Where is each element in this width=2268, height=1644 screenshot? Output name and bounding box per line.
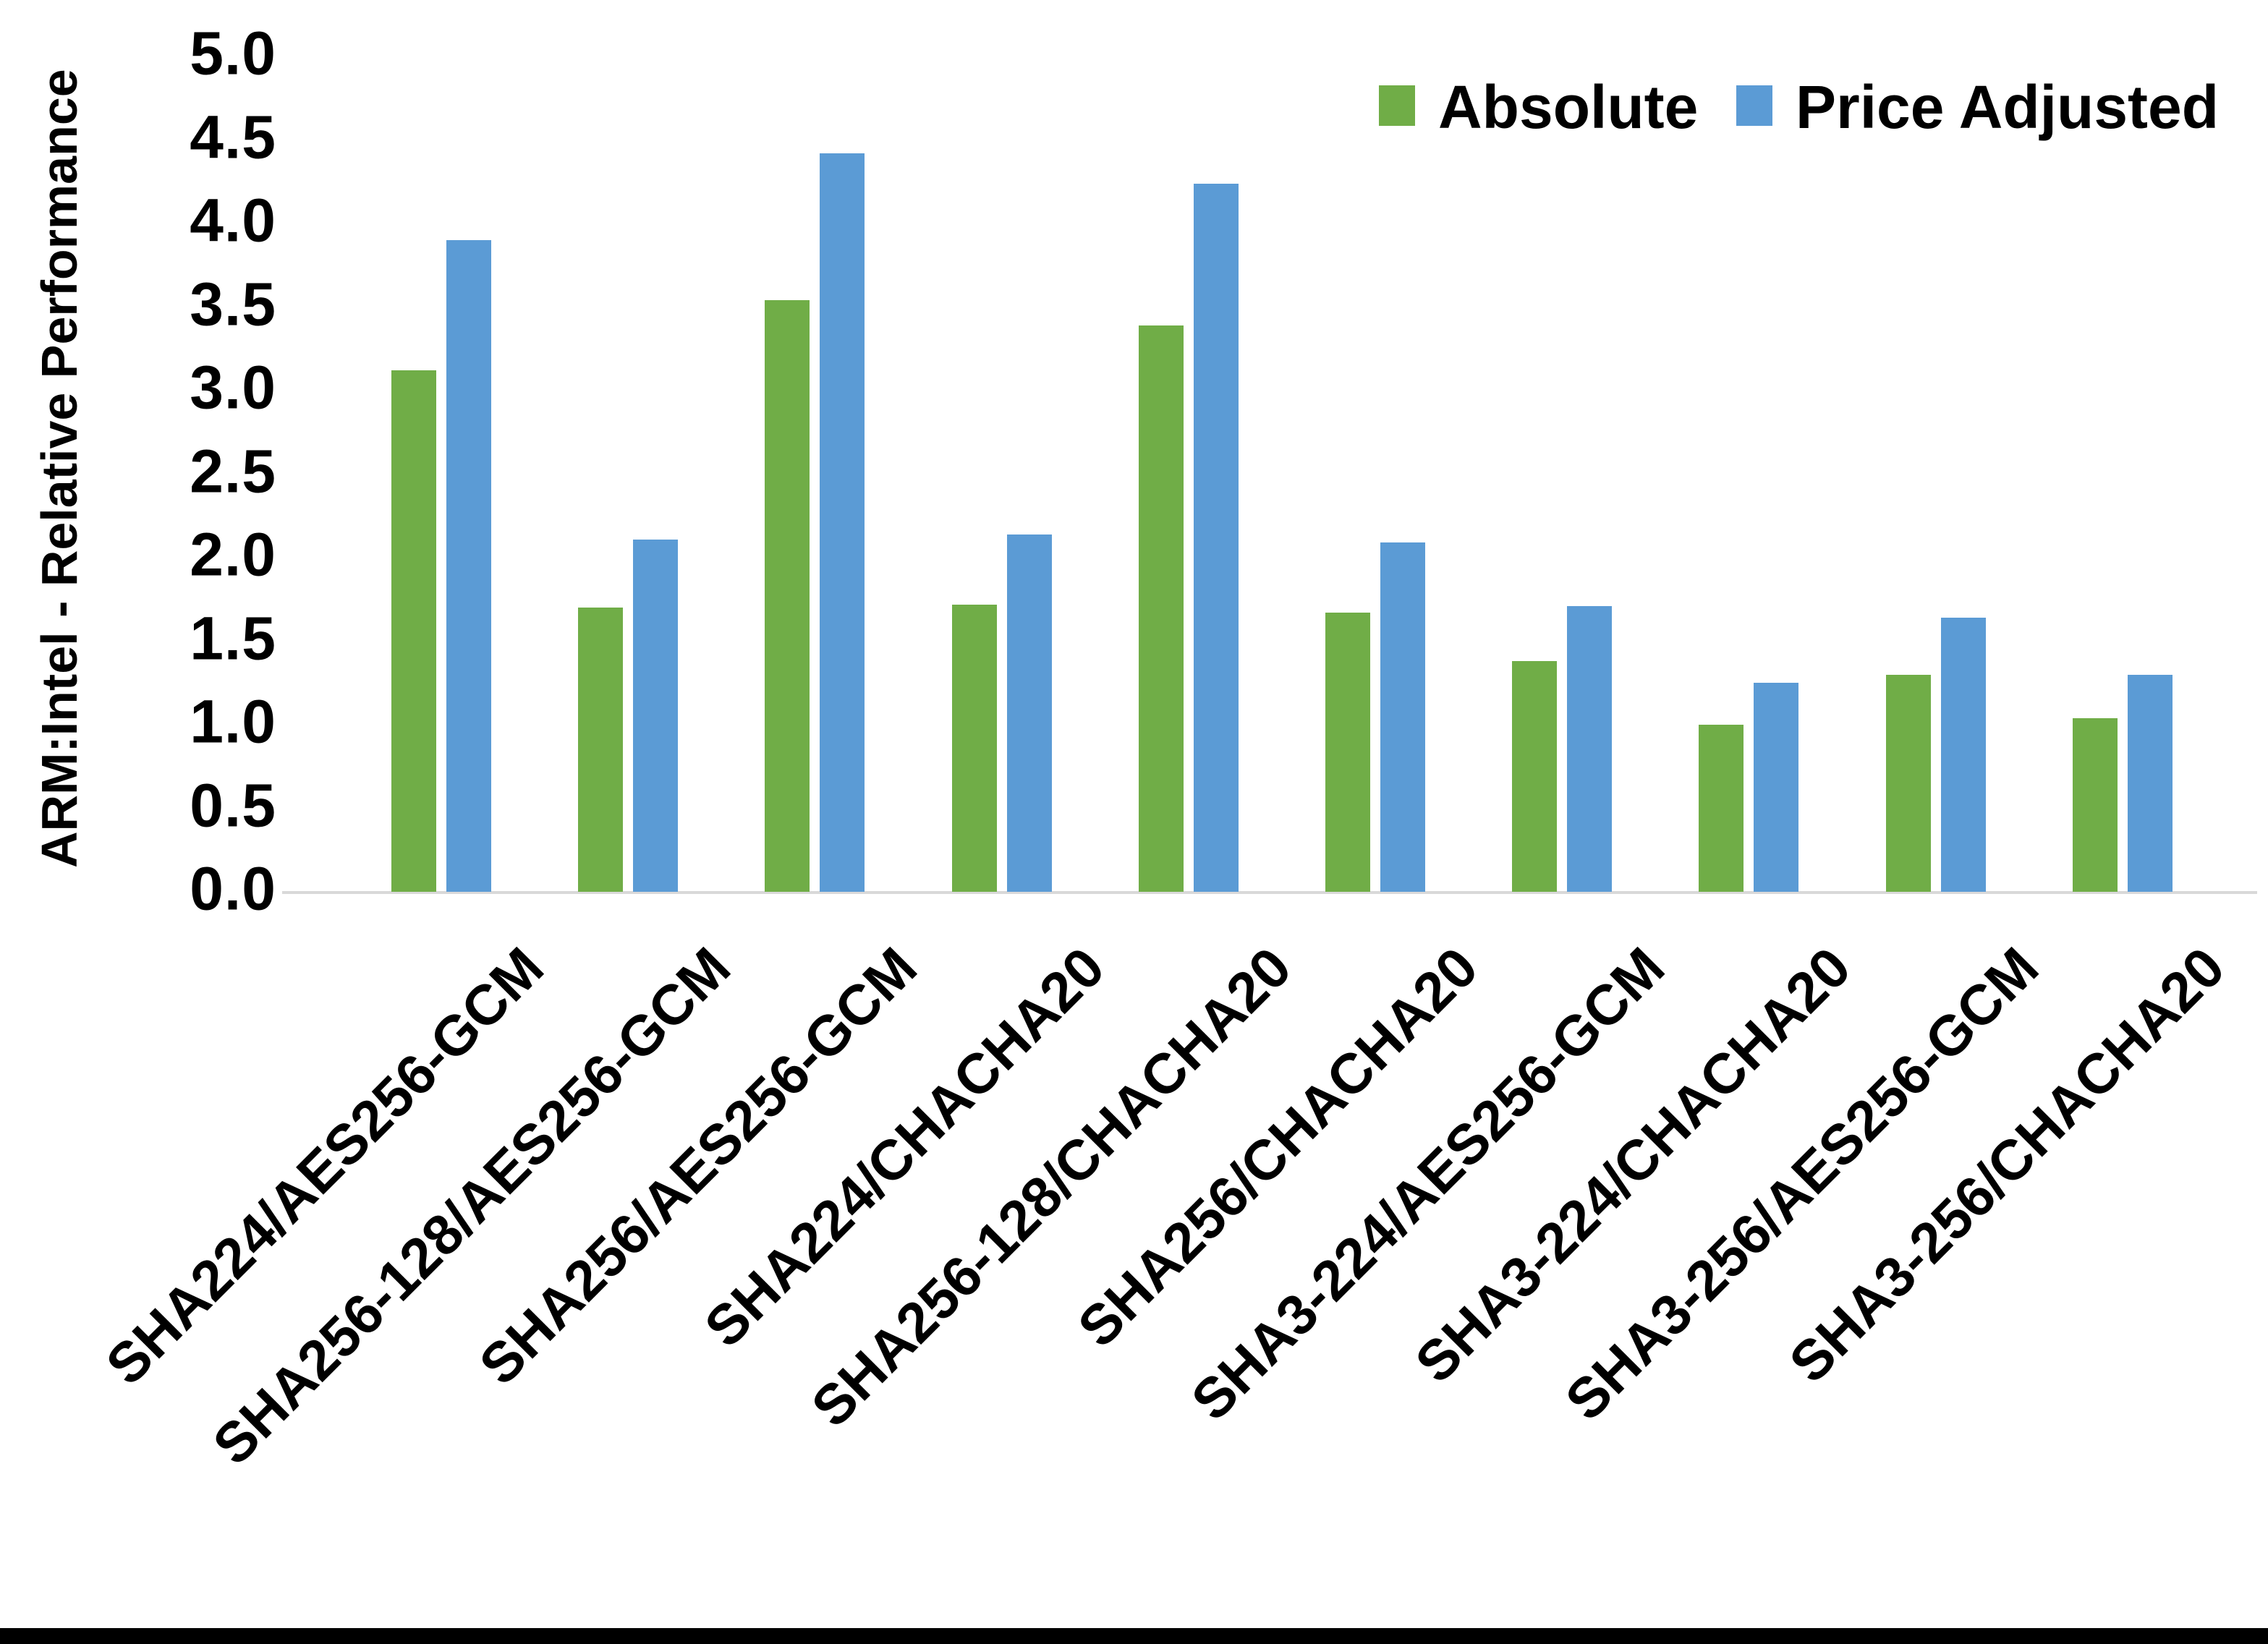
bar-price-adjusted-9 (2128, 675, 2173, 892)
bar-absolute-5 (1325, 613, 1370, 892)
y-tick-label-0.0: 0.0 (190, 854, 276, 923)
bar-absolute-0 (391, 370, 436, 892)
y-tick-label-2.5: 2.5 (190, 437, 276, 506)
y-tick-label-0.5: 0.5 (190, 771, 276, 840)
y-tick-label-4.0: 4.0 (190, 186, 276, 255)
bar-price-adjusted-3 (1007, 534, 1052, 892)
legend-swatch-price-adjusted (1736, 85, 1772, 126)
bar-price-adjusted-7 (1754, 683, 1798, 892)
legend-label-price-adjusted: Price Adjusted (1796, 73, 2220, 141)
y-tick-label-1.0: 1.0 (190, 687, 276, 756)
bar-price-adjusted-6 (1567, 606, 1612, 892)
y-tick-label-1.5: 1.5 (190, 604, 276, 673)
bar-absolute-7 (1699, 725, 1744, 892)
x-axis-line (282, 891, 2257, 894)
bottom-border-line (0, 1628, 2268, 1644)
bar-absolute-1 (578, 608, 623, 892)
bar-absolute-4 (1139, 325, 1184, 892)
bar-price-adjusted-8 (1941, 618, 1986, 892)
bar-price-adjusted-5 (1380, 542, 1425, 892)
legend-label-absolute: Absolute (1438, 73, 1699, 141)
bar-price-adjusted-1 (633, 540, 678, 892)
bar-price-adjusted-2 (820, 153, 865, 892)
y-tick-label-2.0: 2.0 (190, 520, 276, 589)
legend-swatch-absolute (1379, 85, 1415, 126)
bar-absolute-6 (1512, 661, 1557, 892)
y-tick-label-3.0: 3.0 (190, 353, 276, 422)
bar-absolute-3 (952, 605, 997, 892)
y-tick-label-3.5: 3.5 (190, 270, 276, 338)
y-tick-label-4.5: 4.5 (190, 103, 276, 171)
bar-absolute-2 (765, 300, 810, 892)
y-tick-label-5.0: 5.0 (190, 19, 276, 88)
bar-absolute-9 (2073, 718, 2118, 892)
bar-absolute-8 (1886, 675, 1931, 892)
bar-price-adjusted-0 (446, 240, 491, 892)
bar-price-adjusted-4 (1194, 184, 1239, 892)
